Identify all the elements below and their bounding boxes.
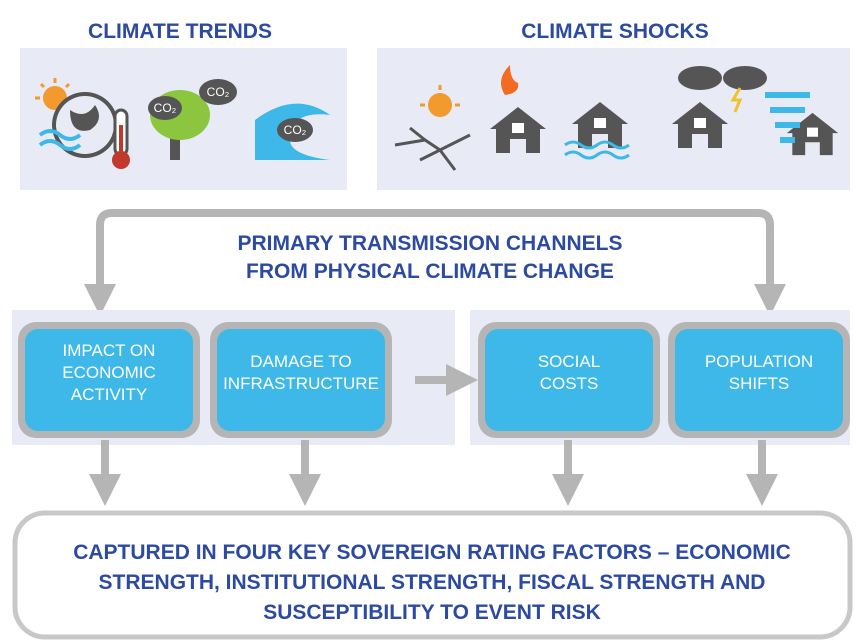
channel-box	[217, 329, 385, 431]
channel-box	[25, 329, 193, 431]
shock-icons	[394, 65, 839, 171]
channel-box	[485, 329, 653, 431]
trend-icons: CO₂ CO₂ CO₂	[35, 78, 330, 169]
outcome-line: CAPTURED IN FOUR KEY SOVEREIGN RATING FA…	[73, 541, 791, 564]
heading: CLIMATE TRENDS	[88, 20, 272, 43]
outcome-box	[12, 510, 853, 640]
channels-title: FROM PHYSICAL CLIMATE CHANGE	[246, 260, 614, 283]
channel-box	[675, 329, 843, 431]
channels-title: PRIMARY TRANSMISSION CHANNELS	[237, 232, 622, 255]
channel-label: ECONOMIC	[62, 363, 156, 382]
heading: CLIMATE SHOCKS	[521, 20, 708, 43]
channel-label: COSTS	[540, 374, 599, 393]
channel-label: SOCIAL	[538, 352, 600, 371]
channel-label: ACTIVITY	[71, 385, 148, 404]
channel-label: SHIFTS	[729, 374, 789, 393]
outcome-line: SUSCEPTIBILITY TO EVENT RISK	[263, 601, 601, 624]
down-arrows	[89, 440, 778, 506]
channel-label: DAMAGE TO	[250, 352, 351, 371]
channel-label: IMPACT ON	[63, 341, 156, 360]
icon-label: CO₂	[207, 85, 230, 99]
channel-label: POPULATION	[705, 352, 813, 371]
outcome-line: STRENGTH, INSTITUTIONAL STRENGTH, FISCAL…	[99, 571, 766, 594]
channel-label: INFRASTRUCTURE	[223, 374, 379, 393]
icon-label: CO₂	[284, 123, 307, 137]
icon-label: CO₂	[154, 101, 177, 115]
